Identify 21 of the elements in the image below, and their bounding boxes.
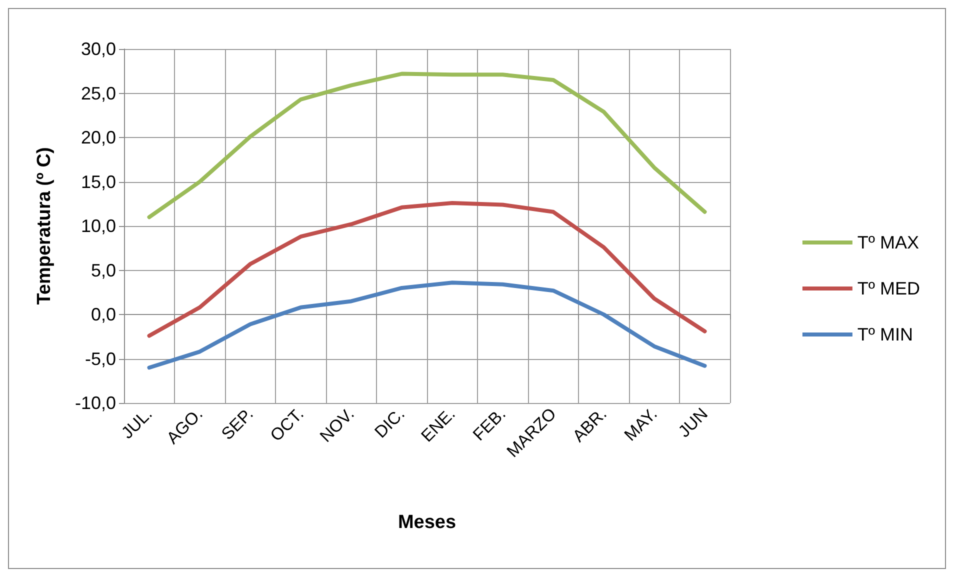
x-tick-label: DIC. <box>371 404 408 442</box>
line-series <box>147 280 707 370</box>
x-tick-label: JUL. <box>118 404 156 442</box>
x-tick-label: FEB. <box>469 404 510 444</box>
y-tick-label: 10,0 <box>80 216 116 236</box>
y-tick-label: 25,0 <box>80 83 116 104</box>
line-series <box>147 72 707 220</box>
y-tick-label: 20,0 <box>80 128 116 148</box>
x-axis-title: Meses <box>398 512 456 533</box>
y-tick-label: 30,0 <box>80 39 116 59</box>
y-tick-label: -10,0 <box>74 393 116 413</box>
legend-label: Tº MIN <box>857 324 914 344</box>
legend-label: Tº MED <box>857 278 920 298</box>
y-tick-label: 15,0 <box>80 172 116 192</box>
y-axis-title: Temperatura (º C) <box>34 147 55 305</box>
legend-label: Tº MAX <box>857 232 920 252</box>
line-series <box>147 200 707 338</box>
y-tick-label: -5,0 <box>84 348 116 369</box>
y-tick-label: 5,0 <box>90 260 116 280</box>
y-tick-label: 0,0 <box>90 304 116 324</box>
x-tick-label: SEP. <box>218 404 257 444</box>
